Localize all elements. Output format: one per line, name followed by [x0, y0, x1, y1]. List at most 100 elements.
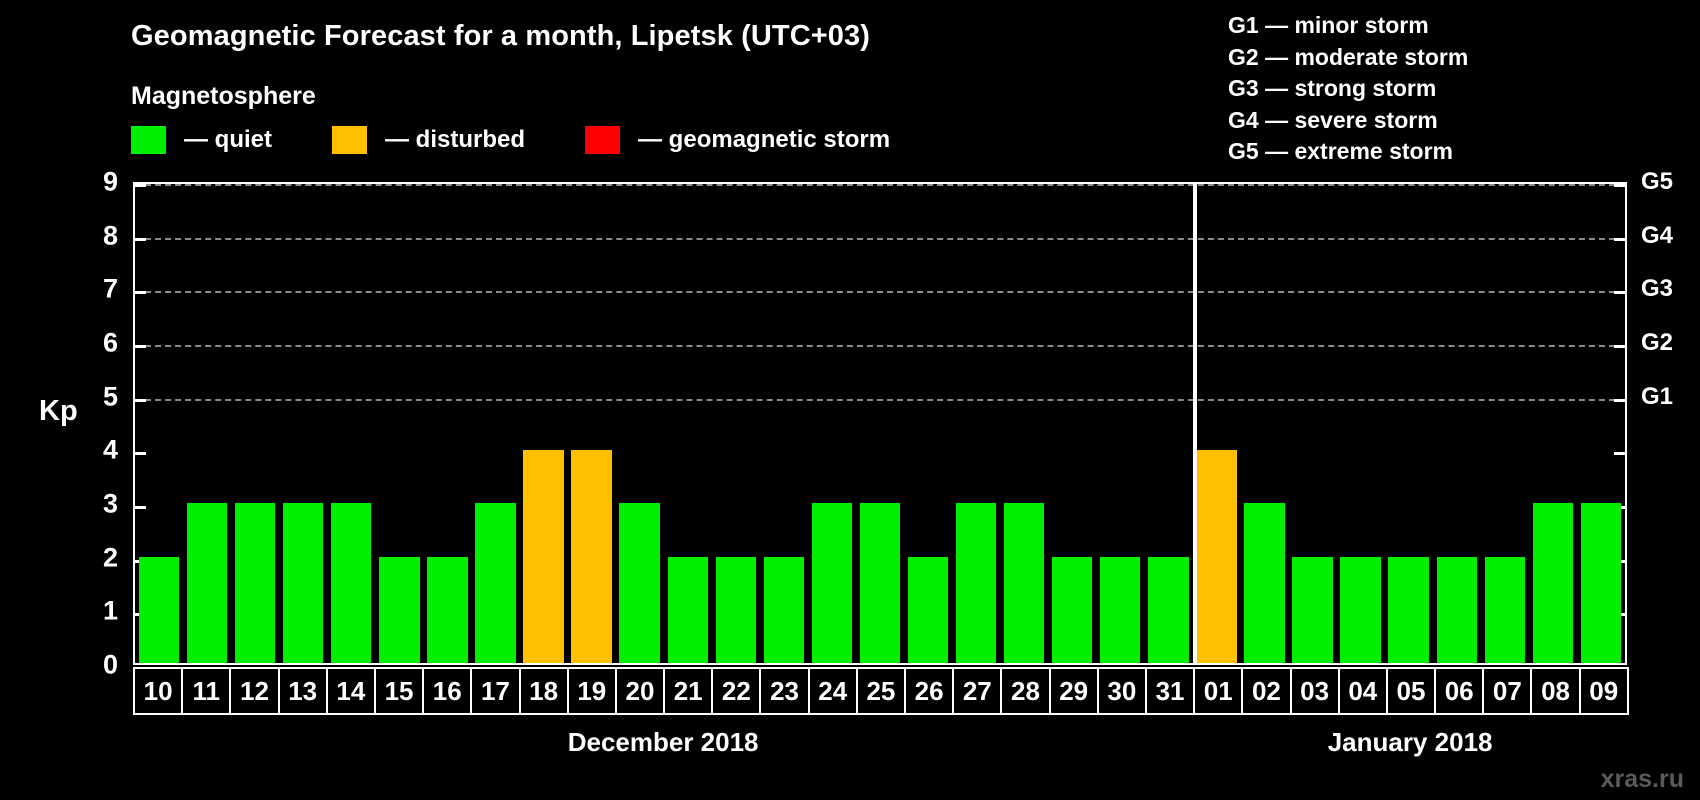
gridline — [135, 345, 1625, 347]
gridline — [135, 291, 1625, 294]
legend-label: — quiet — [184, 126, 272, 153]
geomagnetic-storm-swatch-icon — [585, 126, 621, 154]
disturbed-swatch-icon — [332, 126, 367, 154]
g-scale-tick-label: G4 — [1641, 221, 1674, 249]
date-label-14: 14 — [325, 667, 376, 715]
date-label-08: 08 — [1530, 667, 1581, 715]
storm-scale-entry: G2 — moderate storm — [1228, 43, 1469, 70]
bar-cell — [664, 184, 712, 663]
date-label-28: 28 — [1000, 667, 1051, 715]
bar-cell — [856, 184, 904, 663]
date-label-03: 03 — [1289, 667, 1340, 715]
legend-item-quiet: — quiet — [131, 126, 272, 154]
y-tick-label: 8 — [102, 220, 118, 251]
bar-cell — [712, 184, 760, 663]
date-label-27: 27 — [952, 667, 1003, 715]
bar-07 — [1484, 556, 1525, 663]
bar-cell — [1529, 184, 1577, 663]
y-axis-label: Kp — [39, 395, 78, 427]
date-label-18: 18 — [518, 667, 569, 715]
bar-cell — [1433, 184, 1481, 663]
bar-08 — [1532, 503, 1574, 663]
bar-cell — [616, 184, 664, 663]
month-label: January 2018 — [1327, 727, 1493, 757]
bar-27 — [955, 503, 997, 663]
bar-21 — [667, 556, 708, 663]
bar-cell — [1385, 184, 1433, 663]
y-tick-label: 3 — [102, 488, 118, 519]
gridline — [135, 237, 1625, 240]
y-tick-label: 7 — [102, 273, 118, 304]
date-label-04: 04 — [1337, 667, 1388, 715]
legend: — quiet — disturbed — geomagnetic storm — [131, 126, 890, 154]
bar-13 — [283, 503, 324, 663]
bar-17 — [475, 503, 516, 663]
bar-03 — [1292, 556, 1333, 663]
date-label-09: 09 — [1578, 667, 1629, 715]
g-scale-tick-label: G3 — [1641, 275, 1674, 303]
bar-01 — [1196, 450, 1237, 663]
bar-cell — [375, 184, 423, 663]
bar-cell — [423, 184, 471, 663]
y-tick-label: 2 — [102, 542, 118, 573]
bar-cell — [1000, 184, 1048, 663]
date-label-22: 22 — [711, 667, 762, 715]
bar-cell — [808, 184, 856, 663]
bar-cell — [1577, 184, 1625, 663]
bar-cell — [1096, 184, 1144, 663]
legend-item-disturbed: — disturbed — [332, 126, 525, 154]
bar-cell — [520, 184, 568, 663]
date-label-23: 23 — [759, 667, 810, 715]
bar-31 — [1148, 556, 1189, 663]
date-label-15: 15 — [373, 667, 425, 715]
storm-scale-entry: G5 — extreme storm — [1228, 138, 1453, 164]
gridline — [135, 398, 1625, 401]
bar-cell — [1144, 184, 1192, 663]
bar-cell — [1048, 184, 1096, 663]
y-tick-label: 4 — [102, 434, 118, 465]
date-label-26: 26 — [904, 667, 955, 715]
bar-24 — [811, 503, 853, 663]
date-label-01: 01 — [1193, 667, 1244, 715]
bar-cell — [471, 184, 519, 663]
bar-04 — [1340, 556, 1381, 663]
date-label-31: 31 — [1144, 667, 1196, 715]
bar-10 — [138, 556, 180, 663]
bar-cell — [952, 184, 1000, 663]
y-tick-left — [135, 237, 146, 241]
date-label-12: 12 — [229, 667, 280, 715]
bar-25 — [859, 503, 901, 663]
date-label-19: 19 — [566, 667, 617, 715]
bar-14 — [331, 503, 372, 663]
bar-series — [135, 184, 1625, 663]
x-axis-date-labels: 10 11 12 13 14 15 16 17 18 19 20 21 22 23 24 25 26 27 28 29… — [133, 667, 1629, 715]
bar-30 — [1100, 556, 1141, 663]
date-label-10: 10 — [133, 667, 184, 715]
date-label-30: 30 — [1096, 667, 1147, 715]
bar-cell — [1240, 184, 1288, 663]
y-tick-right — [1614, 291, 1625, 295]
y-tick-label: 9 — [102, 166, 118, 197]
watermark: xras.ru — [1600, 765, 1684, 793]
bar-05 — [1388, 556, 1429, 663]
date-label-06: 06 — [1434, 667, 1485, 715]
date-label-21: 21 — [663, 667, 714, 715]
bar-cell — [1337, 184, 1385, 663]
date-label-11: 11 — [181, 667, 232, 715]
storm-scale-entry: G3 — strong storm — [1228, 75, 1437, 101]
date-label-29: 29 — [1048, 667, 1099, 715]
bar-cell — [1192, 184, 1240, 663]
month-label: December 2018 — [567, 727, 759, 757]
date-label-02: 02 — [1241, 667, 1292, 715]
quiet-swatch-icon — [131, 126, 166, 154]
bar-23 — [763, 556, 805, 663]
bar-cell — [183, 184, 231, 663]
date-label-25: 25 — [855, 667, 906, 715]
bar-28 — [1003, 503, 1045, 663]
bar-09 — [1580, 503, 1622, 663]
bar-29 — [1052, 556, 1093, 663]
y-tick-right — [1614, 184, 1625, 187]
bar-12 — [234, 503, 276, 663]
g-scale-tick-label: G2 — [1641, 329, 1674, 356]
